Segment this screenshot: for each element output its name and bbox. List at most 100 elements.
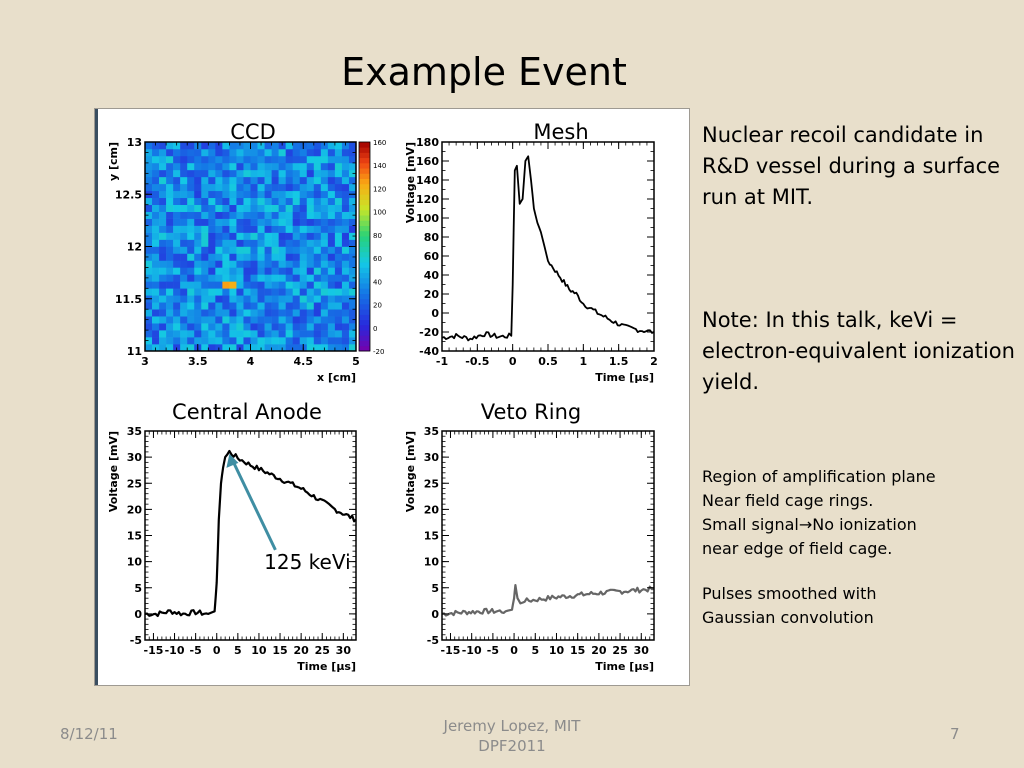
heatmap-cell bbox=[236, 183, 244, 192]
heatmap-cell bbox=[313, 302, 322, 310]
heatmap-cell bbox=[271, 204, 279, 212]
heatmap-cell bbox=[159, 253, 167, 261]
heatmap-cell bbox=[173, 295, 181, 303]
heatmap-cell bbox=[306, 155, 315, 164]
heatmap-cell bbox=[229, 204, 237, 212]
heatmap-cell bbox=[187, 155, 195, 164]
heatmap-cell bbox=[264, 295, 272, 303]
heatmap-cell bbox=[166, 267, 174, 275]
y-tick-label: 0 bbox=[431, 608, 439, 621]
heatmap-cell bbox=[208, 323, 216, 331]
heatmap-cell bbox=[341, 169, 350, 178]
heatmap-cell bbox=[250, 204, 258, 212]
colorbar-segment bbox=[359, 330, 370, 336]
colorbar-frame bbox=[358, 141, 371, 352]
heatmap-cell bbox=[313, 148, 322, 157]
heatmap-cell bbox=[334, 288, 343, 296]
heatmap-cell bbox=[229, 142, 237, 150]
heatmap-cell bbox=[334, 316, 343, 324]
heatmap-cell bbox=[271, 218, 279, 226]
heatmap-cell bbox=[201, 337, 209, 345]
heatmap-cell bbox=[285, 295, 293, 303]
heatmap-cell bbox=[334, 253, 343, 261]
colorbar-segment bbox=[359, 319, 370, 326]
heatmap-cell bbox=[327, 295, 336, 303]
heatmap-cell bbox=[250, 344, 258, 352]
heatmap-cell bbox=[215, 281, 223, 289]
heatmap-cell bbox=[166, 260, 174, 268]
heatmap-cell bbox=[271, 190, 279, 199]
heatmap-cell bbox=[264, 142, 272, 150]
heatmap-cell bbox=[229, 302, 237, 310]
heatmap-cell bbox=[313, 323, 322, 331]
heatmap-cell bbox=[145, 337, 153, 345]
heatmap-cell bbox=[236, 253, 244, 261]
x-tick-label: -10 bbox=[165, 644, 185, 657]
remark-line: Region of amplification plane bbox=[702, 467, 936, 486]
heatmap-cell bbox=[313, 295, 322, 303]
heatmap-cell bbox=[292, 204, 301, 212]
heatmap-cell bbox=[264, 176, 272, 185]
heatmap-cell bbox=[264, 246, 272, 254]
heatmap-cell bbox=[320, 330, 329, 338]
heatmap-cell bbox=[229, 155, 237, 164]
heatmap-cell bbox=[201, 295, 209, 303]
heatmap-cell bbox=[243, 197, 251, 205]
heatmap-cell bbox=[320, 260, 329, 268]
heatmap-cell bbox=[327, 176, 336, 185]
heatmap-cell bbox=[250, 197, 258, 205]
heatmap-cell bbox=[313, 190, 322, 199]
y-tick-label: 13 bbox=[127, 136, 142, 149]
heatmap-cell bbox=[173, 183, 181, 192]
heatmap-cell bbox=[306, 232, 315, 240]
heatmap-cell bbox=[173, 239, 181, 247]
heatmap-cell bbox=[250, 148, 258, 157]
heatmap-cell bbox=[285, 246, 293, 254]
y-tick-label: 11 bbox=[127, 345, 142, 358]
heatmap-cell bbox=[194, 288, 202, 296]
heatmap-cell bbox=[292, 232, 301, 240]
heatmap-cell bbox=[187, 316, 195, 324]
heatmap-cell bbox=[299, 288, 308, 296]
heatmap-cell bbox=[180, 267, 188, 275]
heatmap-cell bbox=[306, 190, 315, 199]
heatmap-cell bbox=[278, 246, 286, 254]
heatmap-cell bbox=[341, 267, 350, 275]
heatmap-cell bbox=[285, 330, 293, 338]
heatmap-cell bbox=[348, 246, 357, 254]
heatmap-cell bbox=[222, 295, 230, 303]
heatmap-cell bbox=[285, 169, 293, 178]
colorbar-segment bbox=[359, 277, 370, 284]
heatmap-cell bbox=[306, 295, 315, 303]
heatmap-cell bbox=[243, 323, 251, 331]
heatmap-cell bbox=[334, 225, 343, 233]
heatmap-cell bbox=[159, 316, 167, 324]
heatmap-cell bbox=[271, 176, 279, 185]
heatmap-cell bbox=[285, 302, 293, 310]
heatmap-cell bbox=[341, 225, 350, 233]
heatmap-cell bbox=[215, 274, 223, 282]
heatmap-cell bbox=[187, 344, 195, 352]
footer-author: Jeremy Lopez, MIT DPF2011 bbox=[400, 716, 624, 756]
heatmap-cell bbox=[306, 162, 315, 171]
y-tick-label: 20 bbox=[424, 288, 440, 301]
heatmap-cell bbox=[222, 142, 230, 150]
heatmap-cell bbox=[306, 225, 315, 233]
heatmap-cell bbox=[222, 344, 230, 352]
heatmap-cell bbox=[187, 267, 195, 275]
heatmap-cell bbox=[145, 344, 153, 352]
heatmap-cell bbox=[215, 239, 223, 247]
heatmap-cell bbox=[180, 344, 188, 352]
y-axis-label: Voltage [mV] bbox=[404, 431, 417, 512]
heatmap-cell bbox=[313, 246, 322, 254]
heatmap-cell bbox=[257, 253, 265, 261]
heatmap-cell bbox=[285, 239, 293, 247]
colorbar-segment bbox=[359, 230, 370, 237]
heatmap-cell bbox=[152, 239, 160, 247]
heatmap-cell bbox=[271, 316, 279, 324]
colorbar-segment bbox=[359, 288, 370, 294]
heatmap-cell bbox=[166, 337, 174, 345]
colorbar-tick-label: 60 bbox=[373, 255, 382, 263]
heatmap-cell bbox=[208, 302, 216, 310]
